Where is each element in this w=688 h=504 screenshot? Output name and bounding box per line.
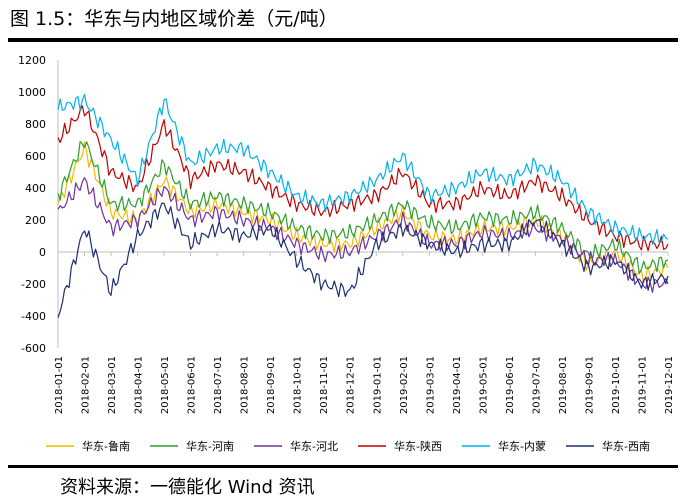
- y-tick-label: 600: [25, 150, 46, 163]
- x-tick-label: 2018-04-01: [134, 356, 145, 414]
- x-tick-label: 2018-05-01: [160, 356, 171, 414]
- figure-title: 图 1.5：华东与内地区域价差（元/吨）: [10, 8, 338, 30]
- y-tick-label: 1200: [18, 54, 46, 67]
- axes: -600 -400 -200 0 200 400 600 800 1000 1200 2018-01…: [18, 54, 675, 414]
- y-tick-label: -200: [21, 278, 46, 291]
- legend-label: 华东-陕西: [394, 439, 442, 453]
- legend-label: 华东-鲁南: [82, 439, 130, 453]
- legend-label: 华东-内蒙: [498, 439, 546, 453]
- series-line-5: [57, 93, 669, 245]
- y-tick-label: 800: [25, 118, 46, 131]
- x-tick-label: 2018-02-01: [81, 356, 92, 414]
- y-tick-label: 400: [25, 182, 46, 195]
- top-rule: [8, 38, 678, 42]
- x-tick-label: 2019-04-01: [452, 356, 463, 414]
- x-tick-label: 2019-08-01: [558, 356, 569, 414]
- x-tick-label: 2018-12-01: [346, 356, 357, 414]
- legend-label: 华东-西南: [602, 439, 650, 453]
- series-line-1: [57, 141, 669, 283]
- x-tick-label: 2019-06-01: [505, 356, 516, 414]
- series-line-4: [57, 105, 669, 252]
- x-tick-label: 2018-06-01: [187, 356, 198, 414]
- y-tick-label: -400: [21, 310, 46, 323]
- x-tick-label: 2019-01-01: [372, 356, 383, 414]
- series-line-6: [57, 202, 669, 318]
- x-tick-label: 2018-10-01: [293, 356, 304, 414]
- x-tick-label: 2019-07-01: [531, 356, 542, 414]
- x-tick-label: 2019-03-01: [425, 356, 436, 414]
- line-chart: -600 -400 -200 0 200 400 600 800 1000 1200 2018-01…: [18, 54, 675, 453]
- x-tick-label: 2019-12-01: [664, 356, 675, 414]
- y-tick-label: -600: [21, 342, 46, 355]
- x-tick-label: 2019-11-01: [637, 356, 648, 414]
- series-line-2: [57, 140, 669, 275]
- x-tick-label: 2019-05-01: [478, 356, 489, 414]
- x-tick-label: 2018-07-01: [213, 356, 224, 414]
- y-tick-label: 0: [39, 246, 46, 259]
- y-tick-label: 200: [25, 214, 46, 227]
- x-tick-label: 2019-10-01: [611, 356, 622, 414]
- source-note: 资料来源：一德能化 Wind 资讯: [60, 477, 315, 498]
- x-tick-label: 2019-09-01: [584, 356, 595, 414]
- legend-label: 华东-河南: [186, 439, 234, 453]
- series-line-3: [57, 177, 669, 293]
- x-tick-label: 2018-01-01: [54, 356, 65, 414]
- x-tick-label: 2018-09-01: [266, 356, 277, 414]
- y-tick-label: 1000: [18, 86, 46, 99]
- x-tick-label: 2018-03-01: [107, 356, 118, 414]
- x-tick-label: 2018-08-01: [240, 356, 251, 414]
- x-tick-label: 2019-02-01: [399, 356, 410, 414]
- legend: 华东-鲁南 华东-河南 华东-河北 华东-陕西 华东-内蒙 华东-西南: [46, 439, 650, 453]
- bottom-rule: [8, 465, 678, 468]
- x-tick-label: 2018-11-01: [319, 356, 330, 414]
- legend-label: 华东-河北: [290, 439, 338, 453]
- series-layer: [57, 93, 669, 318]
